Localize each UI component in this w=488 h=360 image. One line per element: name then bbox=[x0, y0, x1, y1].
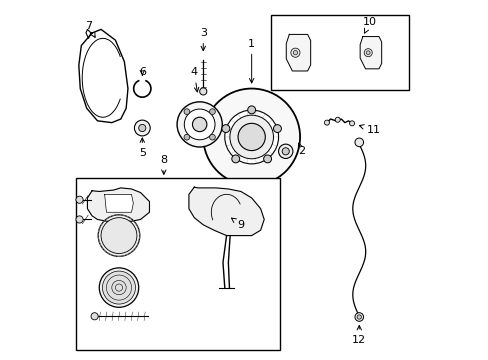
Circle shape bbox=[282, 148, 289, 155]
Polygon shape bbox=[285, 35, 310, 71]
Text: 8: 8 bbox=[160, 155, 167, 174]
Text: 11: 11 bbox=[359, 125, 380, 135]
Circle shape bbox=[184, 109, 215, 140]
Circle shape bbox=[263, 155, 271, 163]
Text: 7: 7 bbox=[85, 21, 95, 37]
Bar bbox=[271, 15, 408, 90]
Text: 2: 2 bbox=[298, 143, 305, 156]
Text: 6: 6 bbox=[139, 67, 145, 77]
Text: 4: 4 bbox=[190, 67, 199, 92]
Polygon shape bbox=[188, 187, 264, 235]
Circle shape bbox=[356, 315, 361, 319]
Circle shape bbox=[91, 313, 98, 320]
Text: 5: 5 bbox=[139, 138, 145, 158]
Polygon shape bbox=[104, 194, 133, 212]
Text: 1: 1 bbox=[248, 39, 255, 83]
Circle shape bbox=[209, 134, 215, 140]
Circle shape bbox=[209, 109, 215, 114]
Circle shape bbox=[229, 115, 273, 159]
Circle shape bbox=[102, 271, 135, 304]
Circle shape bbox=[354, 138, 363, 147]
Circle shape bbox=[101, 218, 137, 253]
Circle shape bbox=[335, 117, 340, 122]
Text: 10: 10 bbox=[362, 17, 376, 33]
Circle shape bbox=[364, 49, 371, 57]
Circle shape bbox=[99, 268, 139, 307]
Circle shape bbox=[366, 51, 369, 55]
Text: 12: 12 bbox=[351, 325, 366, 345]
Circle shape bbox=[222, 125, 229, 132]
Circle shape bbox=[183, 109, 189, 114]
Circle shape bbox=[273, 125, 281, 132]
Circle shape bbox=[278, 144, 292, 158]
Circle shape bbox=[324, 120, 329, 125]
Text: 9: 9 bbox=[231, 218, 244, 230]
Circle shape bbox=[177, 102, 222, 147]
Circle shape bbox=[192, 117, 206, 132]
Bar bbox=[76, 178, 280, 350]
Circle shape bbox=[354, 313, 363, 321]
Polygon shape bbox=[87, 188, 149, 221]
Circle shape bbox=[247, 106, 255, 114]
Circle shape bbox=[238, 123, 265, 150]
Circle shape bbox=[293, 50, 297, 55]
Circle shape bbox=[290, 48, 299, 57]
Circle shape bbox=[203, 89, 300, 185]
Circle shape bbox=[76, 216, 83, 223]
Circle shape bbox=[134, 120, 150, 136]
Circle shape bbox=[98, 215, 140, 256]
Text: 3: 3 bbox=[200, 28, 206, 51]
Circle shape bbox=[199, 88, 206, 95]
Circle shape bbox=[139, 125, 145, 132]
Circle shape bbox=[76, 196, 83, 203]
Circle shape bbox=[224, 110, 278, 164]
Circle shape bbox=[183, 134, 189, 140]
Circle shape bbox=[349, 121, 354, 126]
Polygon shape bbox=[360, 37, 381, 69]
Circle shape bbox=[231, 155, 239, 163]
